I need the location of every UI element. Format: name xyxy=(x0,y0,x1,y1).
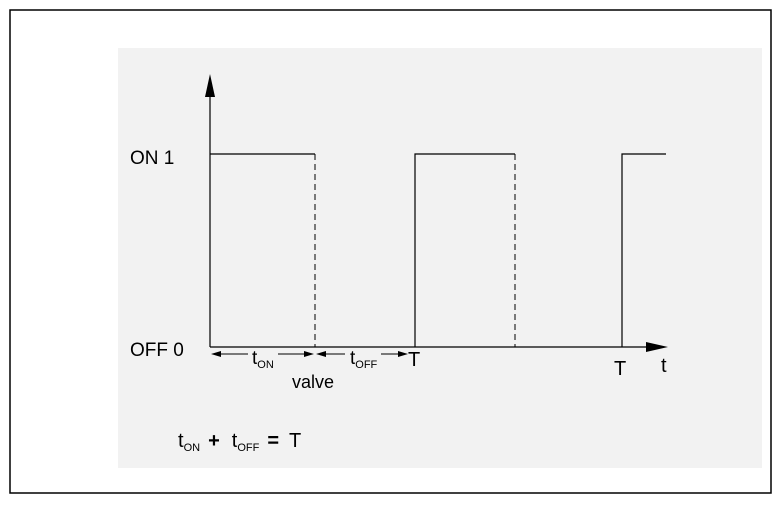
diagram-panel xyxy=(118,48,762,468)
t-off-label-main: t xyxy=(350,348,356,369)
t-on-arrowhead-left xyxy=(211,351,221,357)
on-label: ON 1 xyxy=(130,148,174,169)
x-axis-label: t xyxy=(661,355,667,377)
equation-t-on: t xyxy=(178,430,184,452)
off-label: OFF 0 xyxy=(130,340,184,361)
t-on-label-sub: ON xyxy=(257,359,274,371)
equation-equals: = xyxy=(267,430,279,452)
wave-pulse-3 xyxy=(621,153,666,347)
x-axis-arrowhead xyxy=(646,342,668,352)
t-off-arrowhead-left xyxy=(316,351,326,357)
period-label-2: T xyxy=(614,358,626,380)
equation-plus: + xyxy=(208,430,220,452)
equation-t-off-sub: OFF xyxy=(237,442,259,454)
equation-t-off: t xyxy=(232,430,238,452)
t-on-arrowhead-right xyxy=(304,351,314,357)
wave-pulse-2 xyxy=(414,153,515,347)
equation: tON + tOFF = T xyxy=(178,430,301,454)
t-off-arrowhead-right xyxy=(398,351,408,357)
y-axis-arrowhead xyxy=(205,74,215,97)
equation-result: T xyxy=(289,430,301,452)
t-on-label-main: t xyxy=(252,348,258,369)
t-off-label-sub: OFF xyxy=(355,359,377,371)
t-on-label: tON xyxy=(252,348,274,371)
period-label-1: T xyxy=(408,349,420,371)
valve-label: valve xyxy=(292,372,334,392)
equation-t-on-sub: ON xyxy=(184,442,201,454)
t-off-label: tOFF xyxy=(350,348,378,371)
